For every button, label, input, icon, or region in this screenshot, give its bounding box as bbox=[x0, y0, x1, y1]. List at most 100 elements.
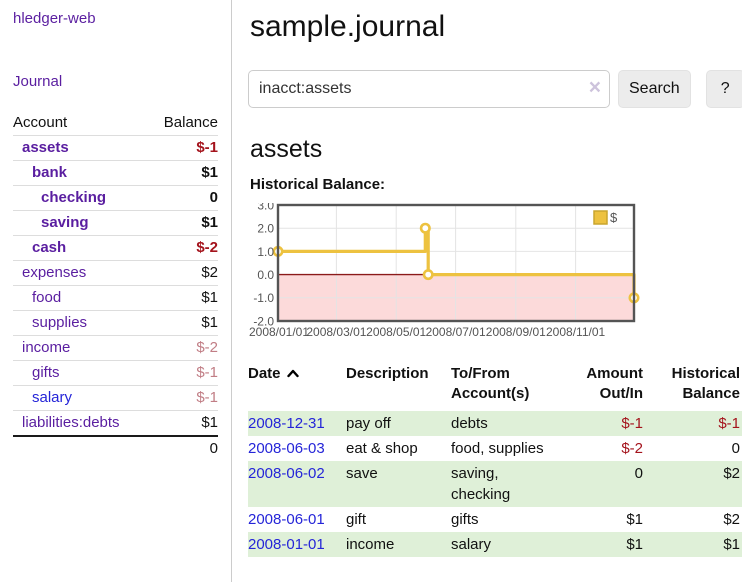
account-balance: $-1 bbox=[148, 385, 218, 411]
transaction-accounts: food, supplies bbox=[451, 440, 544, 457]
svg-text:3.0: 3.0 bbox=[257, 203, 274, 213]
clear-search-icon[interactable]: × bbox=[588, 76, 601, 99]
transaction-date-link[interactable]: 2008-12-31 bbox=[248, 415, 325, 432]
svg-text:2008/11/01: 2008/11/01 bbox=[546, 325, 605, 339]
transaction-balance: $1 bbox=[723, 536, 740, 553]
transaction-date-link[interactable]: 2008-01-01 bbox=[248, 536, 325, 553]
transaction-amount: $1 bbox=[626, 511, 643, 528]
transaction-balance: $-1 bbox=[718, 415, 740, 432]
transaction-amount: $1 bbox=[626, 536, 643, 553]
search-input[interactable] bbox=[248, 70, 610, 108]
account-balance: $-2 bbox=[148, 235, 218, 261]
sort-ascending-icon bbox=[286, 364, 299, 384]
transaction-row: 2008-06-03 eat & shop food, supplies $-2… bbox=[248, 436, 742, 461]
transaction-row: 2008-01-01 income salary $1 $1 bbox=[248, 532, 742, 557]
accounts-total: 0 bbox=[148, 435, 218, 461]
description-column-header: Description bbox=[346, 365, 429, 382]
legend-label: $ bbox=[610, 210, 618, 225]
transaction-amount: $-1 bbox=[621, 415, 643, 432]
transaction-date-link[interactable]: 2008-06-02 bbox=[248, 465, 325, 482]
account-row: salary $-1 bbox=[13, 385, 218, 411]
transaction-row: 2008-12-31 pay off debts $-1 $-1 bbox=[248, 411, 742, 436]
chart-label: Historical Balance: bbox=[250, 176, 386, 193]
svg-text:2008/07/01: 2008/07/01 bbox=[426, 325, 486, 339]
svg-text:1.0: 1.0 bbox=[257, 245, 274, 259]
balance-column-header: Historical Balance bbox=[671, 365, 740, 402]
accounts-table: Account Balance assets $-1 bank $1 check… bbox=[13, 111, 218, 461]
x-axis-labels: 2008/01/01 2008/03/01 2008/05/01 2008/07… bbox=[249, 325, 606, 339]
account-row: checking 0 bbox=[13, 185, 218, 211]
account-link-bank[interactable]: bank bbox=[32, 164, 68, 181]
svg-text:2.0: 2.0 bbox=[257, 222, 274, 236]
y-axis-labels: 3.0 2.0 1.0 0.0 -1.0 -2.0 bbox=[253, 203, 274, 328]
account-row: liabilities:debts $1 bbox=[13, 410, 218, 437]
sidebar-item-journal[interactable]: Journal bbox=[13, 73, 63, 90]
account-row: cash $-2 bbox=[13, 235, 218, 261]
data-point bbox=[419, 222, 431, 234]
account-link-liabilities-debts[interactable]: liabilities:debts bbox=[22, 414, 120, 431]
search-button[interactable]: Search bbox=[618, 70, 691, 108]
account-row: food $1 bbox=[13, 285, 218, 311]
account-heading: assets bbox=[250, 135, 323, 163]
transaction-row: 2008-06-02 save saving, checking 0 $2 bbox=[248, 461, 742, 507]
app-title-link[interactable]: hledger-web bbox=[13, 10, 96, 27]
transaction-accounts: debts bbox=[451, 415, 488, 432]
account-balance: $1 bbox=[148, 410, 218, 437]
svg-text:2008/05/01: 2008/05/01 bbox=[366, 325, 426, 339]
svg-text:-2.0: -2.0 bbox=[253, 314, 274, 328]
plot-border bbox=[276, 203, 636, 323]
svg-text:2008/09/01: 2008/09/01 bbox=[486, 325, 546, 339]
account-link-assets[interactable]: assets bbox=[22, 139, 69, 156]
account-link-checking[interactable]: checking bbox=[41, 189, 107, 206]
vertical-gridlines bbox=[335, 205, 577, 321]
account-link-expenses[interactable]: expenses bbox=[22, 264, 87, 281]
account-balance: $1 bbox=[148, 160, 218, 186]
transaction-balance: $2 bbox=[723, 465, 740, 482]
accounts-table-header: Account Balance bbox=[13, 111, 218, 136]
transaction-description: save bbox=[346, 465, 378, 482]
svg-text:-1.0: -1.0 bbox=[253, 291, 274, 305]
page-title: sample.journal bbox=[250, 10, 446, 43]
transaction-accounts: gifts bbox=[451, 511, 479, 528]
accounts-column-header: To/From Account(s) bbox=[451, 365, 530, 402]
transaction-balance: 0 bbox=[731, 440, 740, 457]
main-content: sample.journal × Search ? assets Histori… bbox=[232, 0, 742, 582]
transaction-description: gift bbox=[346, 511, 367, 528]
account-balance: $1 bbox=[148, 285, 218, 311]
account-balance: $-1 bbox=[148, 135, 218, 161]
svg-text:0.0: 0.0 bbox=[257, 268, 274, 282]
accounts-total-row: 0 bbox=[13, 435, 218, 461]
account-link-cash[interactable]: cash bbox=[32, 239, 67, 256]
account-balance: 0 bbox=[148, 185, 218, 211]
account-balance: $1 bbox=[148, 210, 218, 236]
account-link-income[interactable]: income bbox=[22, 339, 71, 356]
account-balance: $1 bbox=[148, 310, 218, 336]
account-link-gifts[interactable]: gifts bbox=[32, 364, 60, 381]
account-row: income $-2 bbox=[13, 335, 218, 361]
account-link-salary[interactable]: salary bbox=[32, 389, 73, 406]
account-row: expenses $2 bbox=[13, 260, 218, 286]
transaction-amount: 0 bbox=[634, 465, 643, 482]
transaction-row: 2008-06-01 gift gifts $1 $2 bbox=[248, 507, 742, 532]
transaction-date-link[interactable]: 2008-06-03 bbox=[248, 440, 325, 457]
transaction-amount: $-2 bbox=[621, 440, 643, 457]
transaction-date-link[interactable]: 2008-06-01 bbox=[248, 511, 325, 528]
data-point bbox=[422, 269, 434, 281]
historical-balance-chart: $ 3.0 2.0 1.0 0.0 -1.0 -2.0 2008/01/01 2… bbox=[249, 203, 640, 339]
transaction-accounts: saving, checking bbox=[451, 465, 511, 503]
account-link-saving[interactable]: saving bbox=[41, 214, 89, 231]
help-button[interactable]: ? bbox=[705, 70, 742, 108]
transaction-accounts: salary bbox=[451, 536, 492, 553]
account-row: bank $1 bbox=[13, 160, 218, 186]
chart-legend: $ bbox=[593, 210, 618, 225]
date-column-header: Date bbox=[248, 362, 346, 411]
transaction-balance: $2 bbox=[723, 511, 740, 528]
register-table: Date Description To/From Account(s) Amou… bbox=[248, 362, 742, 557]
account-balance: $-1 bbox=[148, 360, 218, 386]
account-link-supplies[interactable]: supplies bbox=[32, 314, 88, 331]
account-balance: $-2 bbox=[148, 335, 218, 361]
legend-swatch bbox=[593, 210, 608, 225]
account-link-food[interactable]: food bbox=[32, 289, 62, 306]
register-header-row: Date Description To/From Account(s) Amou… bbox=[248, 362, 742, 411]
